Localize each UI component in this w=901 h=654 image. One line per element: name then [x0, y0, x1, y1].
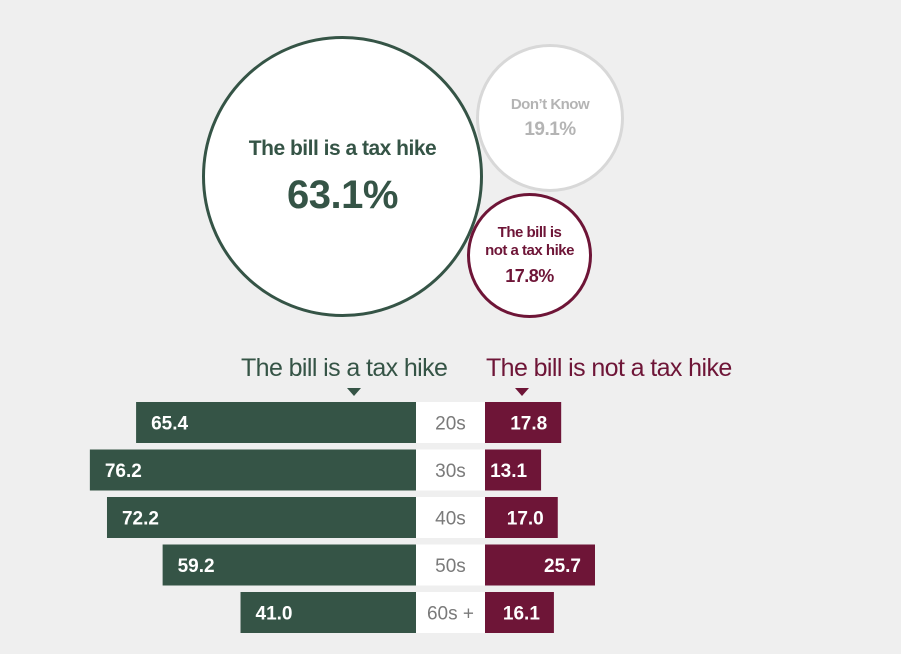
bubble-tax-hike: The bill is a tax hike 63.1% — [202, 36, 483, 317]
age-box — [416, 592, 485, 633]
bar-not-tax-hike — [485, 497, 558, 538]
bubble-not-tax-hike-value: 17.8% — [505, 266, 554, 286]
age-box — [416, 544, 485, 586]
bar-not-tax-hike — [485, 449, 542, 491]
age-box — [416, 497, 485, 538]
bar-not-tax-hike — [485, 544, 595, 586]
bar-not-tax-hike-label: 25.7 — [544, 556, 581, 577]
bubble-dont-know: Don’t Know 19.1% — [476, 44, 624, 192]
bar-tax-hike — [136, 402, 416, 443]
bar-tax-hike — [89, 449, 416, 491]
bar-tax-hike-label: 76.2 — [105, 461, 142, 482]
arrow-down-icon — [515, 388, 529, 396]
legend-tax-hike: The bill is a tax hike — [241, 354, 448, 382]
age-box — [416, 449, 485, 491]
bar-tax-hike-label: 41.0 — [256, 604, 293, 625]
bar-tax-hike-label: 72.2 — [122, 509, 159, 530]
bar-not-tax-hike-label: 16.1 — [503, 604, 540, 625]
age-label: 40s — [435, 509, 466, 530]
bubble-tax-hike-label: The bill is a tax hike — [248, 137, 437, 160]
bar-not-tax-hike-label: 17.8 — [510, 414, 547, 435]
age-label: 20s — [435, 414, 466, 435]
arrow-down-icon — [347, 388, 361, 396]
legend-not-tax-hike: The bill is not a tax hike — [486, 354, 732, 382]
bar-tax-hike-label: 65.4 — [151, 414, 188, 435]
bar-tax-hike — [240, 592, 416, 633]
bubble-tax-hike-value: 63.1% — [287, 173, 398, 217]
bar-tax-hike-label: 59.2 — [178, 556, 215, 577]
bar-tax-hike — [106, 497, 416, 538]
bar-not-tax-hike — [485, 402, 562, 443]
age-label: 30s — [435, 461, 466, 482]
age-box — [416, 402, 485, 443]
bubble-dont-know-label: Don’t Know — [510, 95, 590, 113]
bar-not-tax-hike-label: 13.1 — [490, 461, 527, 482]
bubble-not-tax-hike-label-line1: The bill is — [497, 224, 562, 241]
bar-tax-hike — [162, 544, 416, 586]
bar-not-tax-hike — [485, 592, 554, 633]
age-label: 50s — [435, 556, 466, 577]
age-label: 60s + — [427, 604, 474, 625]
bar-not-tax-hike-label: 17.0 — [507, 509, 544, 530]
bubble-not-tax-hike: The bill is not a tax hike 17.8% — [467, 193, 592, 318]
bubble-not-tax-hike-label-line2: not a tax hike — [485, 242, 574, 259]
bubble-dont-know-value: 19.1% — [524, 118, 576, 140]
